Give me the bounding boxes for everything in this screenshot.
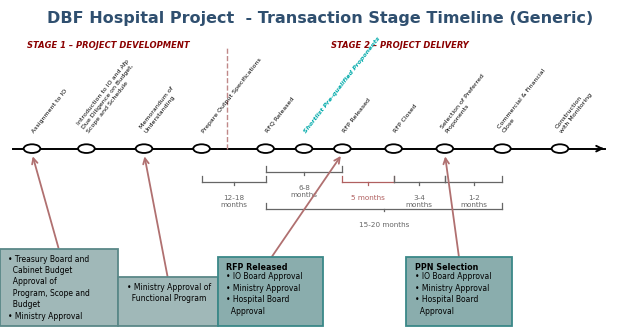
Text: RFP Released: RFP Released <box>226 263 287 272</box>
Text: Selection of Preferred
Proponents: Selection of Preferred Proponents <box>440 73 490 134</box>
Text: Memorandum of
Understanding: Memorandum of Understanding <box>139 86 179 134</box>
Text: 12-18
months: 12-18 months <box>220 195 247 208</box>
Text: Prepare Output Specifications: Prepare Output Specifications <box>201 57 262 134</box>
Circle shape <box>436 144 453 153</box>
Text: Commercial & Financial
Close: Commercial & Financial Close <box>497 68 551 134</box>
Text: Assignment to IO: Assignment to IO <box>31 88 68 134</box>
Circle shape <box>385 144 402 153</box>
Circle shape <box>494 144 511 153</box>
FancyBboxPatch shape <box>218 257 323 326</box>
Text: 3-4
months: 3-4 months <box>406 195 433 208</box>
Text: 1-2
months: 1-2 months <box>460 195 487 208</box>
Circle shape <box>334 144 351 153</box>
Circle shape <box>257 144 274 153</box>
Text: 5 months: 5 months <box>351 195 385 201</box>
Text: • IO Board Approval
• Ministry Approval
• Hospital Board
  Approval: • IO Board Approval • Ministry Approval … <box>226 272 303 316</box>
FancyBboxPatch shape <box>118 277 218 326</box>
Text: PPN Selection: PPN Selection <box>415 263 478 272</box>
Text: RFP Released: RFP Released <box>342 98 371 134</box>
Text: Introduction to IO and Afp
Due Diligence on Budget,
Scope and Schedule: Introduction to IO and Afp Due Diligence… <box>77 59 140 134</box>
Text: DBF Hospital Project  - Transaction Stage Timeline (Generic): DBF Hospital Project - Transaction Stage… <box>47 11 593 26</box>
Text: • Ministry Approval of
  Functional Program: • Ministry Approval of Functional Progra… <box>127 283 211 303</box>
Text: • IO Board Approval
• Ministry Approval
• Hospital Board
  Approval: • IO Board Approval • Ministry Approval … <box>415 272 492 316</box>
FancyBboxPatch shape <box>406 257 512 326</box>
Circle shape <box>136 144 152 153</box>
Circle shape <box>296 144 312 153</box>
Text: RFP Closed: RFP Closed <box>393 103 418 134</box>
Text: • Treasury Board and
  Cabinet Budget
  Approval of
  Program, Scope and
  Budge: • Treasury Board and Cabinet Budget Appr… <box>8 255 90 321</box>
Circle shape <box>552 144 568 153</box>
Text: 15-20 months: 15-20 months <box>359 222 409 228</box>
FancyBboxPatch shape <box>0 249 118 326</box>
Text: Construction
with Monitoring: Construction with Monitoring <box>555 88 593 134</box>
Circle shape <box>78 144 95 153</box>
Text: RFQ Released: RFQ Released <box>265 96 296 134</box>
Circle shape <box>193 144 210 153</box>
Text: 6-8
months: 6-8 months <box>291 185 317 198</box>
Circle shape <box>24 144 40 153</box>
Text: STAGE 1 – PROJECT DEVELOPMENT: STAGE 1 – PROJECT DEVELOPMENT <box>28 41 190 49</box>
Text: Shortlist Pre-qualified Proponents: Shortlist Pre-qualified Proponents <box>303 35 381 134</box>
Text: STAGE 2 – PROJECT DELIVERY: STAGE 2 – PROJECT DELIVERY <box>331 41 469 49</box>
